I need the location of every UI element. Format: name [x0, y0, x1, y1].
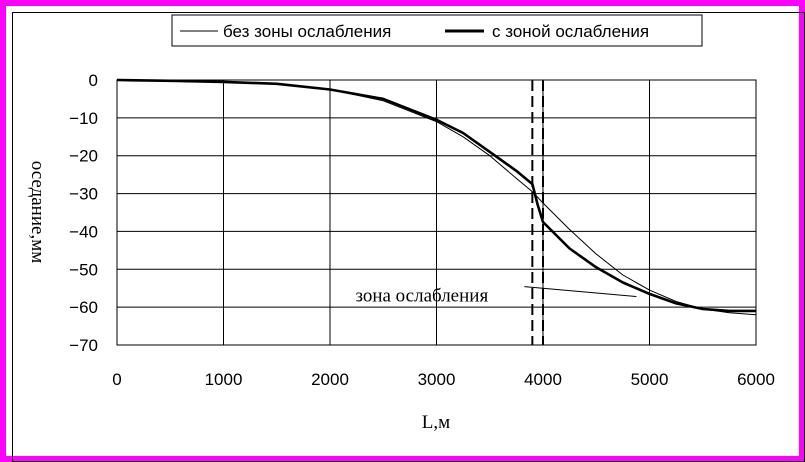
- legend-label-without-zone: без зоны ослабления: [223, 22, 391, 41]
- tick-labels: 0 −10 −20 −30 −40 −50 −60 −70 0 1000 2000 3000 4000 5…: [69, 71, 775, 389]
- y-tick-label: −20: [69, 147, 98, 166]
- x-tick-label: 4000: [524, 370, 562, 389]
- weak-zone-leader-line: [524, 286, 637, 298]
- x-tick-label: 2000: [311, 370, 349, 389]
- x-axis-title: L,м: [422, 412, 450, 433]
- y-tick-label: −10: [69, 109, 98, 128]
- y-tick-label: −70: [69, 336, 98, 355]
- x-tick-label: 5000: [631, 370, 669, 389]
- y-tick-label: 0: [89, 71, 98, 90]
- legend-box: [171, 14, 703, 47]
- x-tick-label: 3000: [418, 370, 456, 389]
- legend: без зоны ослабления с зоной ослабления: [171, 14, 703, 47]
- plot-border: [116, 79, 757, 346]
- y-tick-label: −30: [69, 185, 98, 204]
- weak-zone-label: зона ослабления: [355, 286, 488, 307]
- y-tick-label: −60: [69, 298, 98, 317]
- x-tick-label: 1000: [205, 370, 243, 389]
- y-tick-label: −40: [69, 222, 98, 241]
- legend-label-with-zone: с зоной ослабления: [492, 22, 649, 41]
- weak-zone-annotation: зона ослабления: [355, 80, 637, 345]
- x-tick-label: 0: [112, 370, 121, 389]
- y-axis-title: оседание,мм: [27, 161, 48, 264]
- y-tick-label: −50: [69, 260, 98, 279]
- x-tick-label: 6000: [737, 370, 775, 389]
